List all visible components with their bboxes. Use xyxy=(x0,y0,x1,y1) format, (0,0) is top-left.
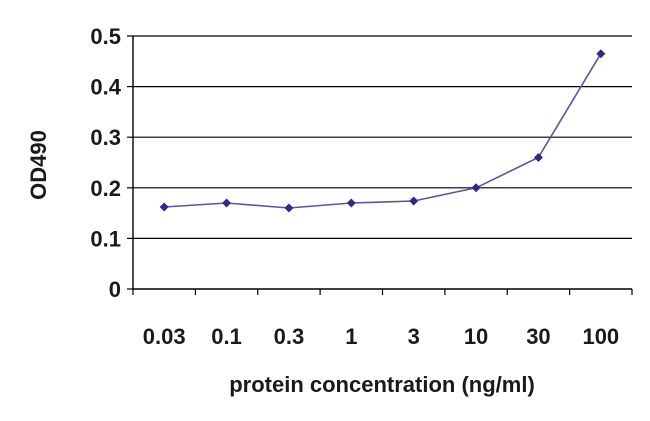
data-point-6 xyxy=(533,152,543,162)
y-tick-label-2: 0.2 xyxy=(90,176,121,201)
data-point-3 xyxy=(346,198,356,208)
y-tick-label-3: 0.3 xyxy=(90,125,121,150)
axes xyxy=(127,35,633,295)
x-tick-label-1: 0.1 xyxy=(211,324,242,349)
y-tick-label-1: 0.1 xyxy=(90,226,121,251)
data-point-7 xyxy=(596,49,606,59)
x-tick-label-5: 10 xyxy=(464,324,488,349)
x-tick-labels: 0.03 0.1 0.3 1 3 10 30 100 xyxy=(143,324,619,349)
x-tick-label-2: 0.3 xyxy=(274,324,305,349)
x-tick-label-4: 3 xyxy=(408,324,420,349)
series-od490 xyxy=(159,49,606,213)
y-tick-label-5: 0.5 xyxy=(90,24,121,49)
x-tick-label-0: 0.03 xyxy=(143,324,186,349)
data-point-5 xyxy=(471,183,481,193)
data-point-0 xyxy=(159,202,169,212)
x-tick-label-6: 30 xyxy=(526,324,550,349)
data-point-1 xyxy=(222,198,232,208)
x-tick-label-7: 100 xyxy=(582,324,619,349)
y-tick-label-0: 0 xyxy=(109,277,121,302)
y-tick-labels: 0 0.1 0.2 0.3 0.4 0.5 xyxy=(90,24,121,302)
y-axis-title: OD490 xyxy=(26,130,51,200)
series-line-0 xyxy=(164,53,602,209)
data-point-2 xyxy=(284,203,294,213)
x-tick-label-3: 1 xyxy=(345,324,357,349)
gridlines xyxy=(133,35,632,239)
y-tick-label-4: 0.4 xyxy=(90,75,121,100)
data-point-4 xyxy=(409,196,419,206)
x-axis-title: protein concentration (ng/ml) xyxy=(229,372,535,397)
